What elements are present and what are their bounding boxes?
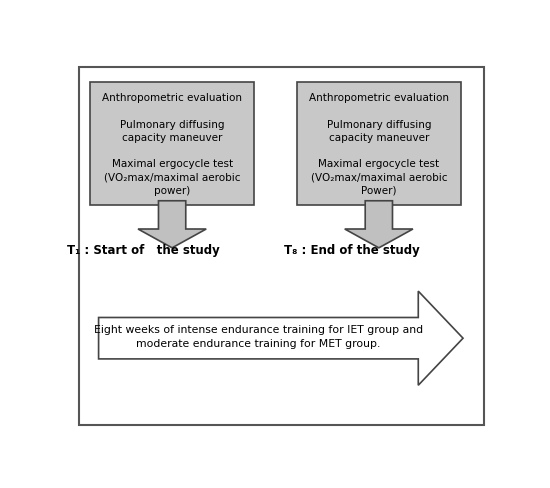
Text: T₈ : End of the study: T₈ : End of the study [284,244,420,257]
Polygon shape [98,291,463,386]
Text: Eight weeks of intense endurance training for IET group and
moderate endurance t: Eight weeks of intense endurance trainin… [94,325,423,348]
FancyBboxPatch shape [79,68,485,425]
FancyBboxPatch shape [297,83,461,205]
Text: Anthropometric evaluation

Pulmonary diffusing
capacity maneuver

Maximal ergocy: Anthropometric evaluation Pulmonary diff… [309,93,449,195]
Text: Anthropometric evaluation

Pulmonary diffusing
capacity maneuver

Maximal ergocy: Anthropometric evaluation Pulmonary diff… [102,93,242,195]
Polygon shape [138,202,206,248]
Polygon shape [345,202,413,248]
Text: T₁ : Start of   the study: T₁ : Start of the study [67,244,219,257]
FancyBboxPatch shape [90,83,254,205]
